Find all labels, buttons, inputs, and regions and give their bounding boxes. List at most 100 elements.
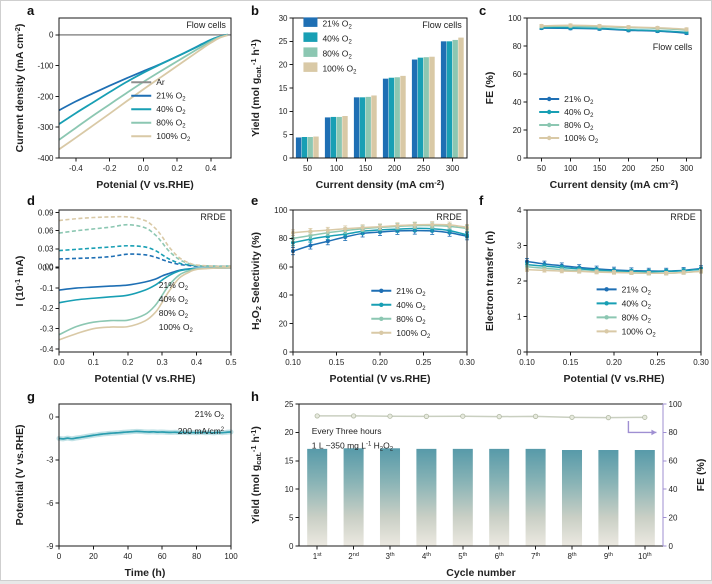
svg-text:100: 100 — [330, 164, 344, 173]
svg-text:50: 50 — [537, 164, 546, 173]
svg-text:15: 15 — [285, 457, 294, 466]
svg-text:40% O2: 40% O2 — [159, 294, 188, 306]
svg-text:FE (%): FE (%) — [484, 72, 496, 105]
svg-text:0: 0 — [289, 542, 294, 551]
svg-text:8th: 8th — [567, 552, 576, 561]
panel-label-b: b — [251, 3, 259, 18]
svg-text:-6: -6 — [46, 499, 54, 508]
panel-a-lsv-chart: -0.4 -0.2 0.0 0.2 0.4 0 -100 -200 -300 -400 Poteni… — [13, 5, 239, 191]
svg-text:15: 15 — [279, 84, 288, 93]
svg-text:21% O2: 21% O2 — [396, 286, 425, 298]
panel-f-electron-transfer-chart: 0.10 0.15 0.20 0.25 0.30 0 1 2 3 4 Potential (V vs… — [483, 197, 709, 385]
svg-text:80% O2: 80% O2 — [159, 308, 188, 320]
svg-text:10th: 10th — [638, 552, 652, 561]
svg-text:-3: -3 — [46, 456, 54, 465]
svg-text:21% O2: 21% O2 — [622, 284, 651, 296]
svg-text:0.4: 0.4 — [205, 164, 217, 173]
panel-label-f: f — [479, 193, 484, 208]
svg-text:0.06: 0.06 — [38, 227, 54, 236]
svg-text:Yield (mol gcat.-1 h-1): Yield (mol gcat.-1 h-1) — [249, 39, 263, 137]
svg-text:20: 20 — [89, 552, 98, 561]
svg-text:0: 0 — [517, 154, 522, 163]
svg-text:21% O2: 21% O2 — [159, 280, 188, 292]
svg-text:Yield (mol gcat.-1 h-1): Yield (mol gcat.-1 h-1) — [249, 426, 263, 524]
svg-text:0.03: 0.03 — [38, 245, 54, 254]
svg-text:0.30: 0.30 — [693, 358, 709, 367]
svg-text:Potential (V vs.RHE): Potential (V vs.RHE) — [95, 373, 196, 385]
svg-text:I (10-1 mA): I (10-1 mA) — [13, 256, 26, 307]
svg-text:80% O2: 80% O2 — [322, 48, 351, 60]
svg-text:100% O2: 100% O2 — [622, 326, 656, 338]
svg-text:Flow cells: Flow cells — [186, 20, 226, 30]
svg-text:-0.4: -0.4 — [40, 345, 54, 354]
svg-text:80: 80 — [192, 552, 201, 561]
svg-text:0.00: 0.00 — [38, 263, 54, 272]
svg-text:Electron transfer (n): Electron transfer (n) — [484, 231, 496, 331]
svg-text:40% O2: 40% O2 — [564, 107, 593, 119]
svg-text:Every Three hours: Every Three hours — [312, 426, 382, 436]
svg-text:FE (%): FE (%) — [695, 459, 707, 492]
svg-text:10: 10 — [279, 107, 288, 116]
svg-text:150: 150 — [593, 164, 607, 173]
svg-text:RRDE: RRDE — [670, 212, 696, 222]
svg-text:60: 60 — [158, 552, 167, 561]
svg-text:Current density (mA cm-2): Current density (mA cm-2) — [316, 178, 445, 191]
svg-text:100: 100 — [224, 552, 238, 561]
svg-text:250: 250 — [651, 164, 665, 173]
svg-text:60: 60 — [279, 263, 288, 272]
svg-text:0.20: 0.20 — [606, 358, 622, 367]
svg-text:0.0: 0.0 — [138, 164, 150, 173]
svg-text:2nd: 2nd — [348, 552, 359, 561]
svg-text:100% O2: 100% O2 — [564, 133, 598, 145]
svg-text:Ar: Ar — [156, 77, 165, 87]
svg-text:H2O2 Selectivity (%): H2O2 Selectivity (%) — [250, 232, 263, 330]
svg-text:40% O2: 40% O2 — [322, 33, 351, 45]
svg-text:0.10: 0.10 — [519, 358, 535, 367]
svg-text:-300: -300 — [37, 123, 54, 132]
svg-text:0.2: 0.2 — [171, 164, 183, 173]
svg-text:6th: 6th — [495, 552, 504, 561]
svg-text:Current density (mA cm-2): Current density (mA cm-2) — [13, 24, 26, 153]
svg-text:-200: -200 — [37, 92, 54, 101]
svg-text:0.15: 0.15 — [329, 358, 345, 367]
svg-text:-400: -400 — [37, 154, 54, 163]
svg-text:0: 0 — [669, 542, 674, 551]
svg-text:0: 0 — [283, 348, 288, 357]
svg-text:60: 60 — [669, 457, 678, 466]
panel-d-rrde-current-chart: 0.0 0.1 0.2 0.3 0.4 0.5 0.09 0.06 0.03 0.00 0.0 -0.… — [13, 197, 239, 385]
svg-text:0.25: 0.25 — [650, 358, 666, 367]
svg-text:3: 3 — [517, 241, 522, 250]
svg-text:300: 300 — [680, 164, 694, 173]
svg-text:60: 60 — [513, 70, 522, 79]
svg-text:40: 40 — [279, 291, 288, 300]
svg-text:0.09: 0.09 — [38, 209, 54, 218]
svg-text:80: 80 — [669, 428, 678, 437]
svg-text:-0.3: -0.3 — [40, 324, 54, 333]
svg-text:300: 300 — [446, 164, 460, 173]
svg-text:30: 30 — [279, 14, 288, 23]
svg-text:-0.2: -0.2 — [40, 304, 54, 313]
svg-text:Cycle number: Cycle number — [446, 567, 515, 579]
svg-text:20: 20 — [669, 513, 678, 522]
svg-text:20: 20 — [279, 319, 288, 328]
svg-text:25: 25 — [279, 37, 288, 46]
panel-b-yield-bar-chart: 50 100 150 200 250 300 0 5 10 15 20 25 30 Current den… — [249, 5, 475, 191]
svg-text:20: 20 — [513, 126, 522, 135]
svg-text:0: 0 — [49, 413, 54, 422]
panel-h-cycling-chart: 1st 2nd 3th 4th 5th 6th 7th 8th 9th 10th 0 5 10 15 20 2… — [249, 391, 709, 579]
panel-c-fe-chart: 50 100 150 200 250 300 0 20 40 60 80 100 Current den… — [483, 5, 709, 191]
svg-text:21% O2: 21% O2 — [156, 91, 185, 103]
panel-e-selectivity-chart: 0.10 0.15 0.20 0.25 0.30 0 20 40 60 80 100 Potentia… — [249, 197, 475, 385]
svg-text:-0.1: -0.1 — [40, 284, 54, 293]
svg-text:0.25: 0.25 — [416, 358, 432, 367]
svg-text:Flow cells: Flow cells — [422, 20, 462, 30]
svg-text:7th: 7th — [531, 552, 540, 561]
svg-text:2: 2 — [517, 277, 522, 286]
panel-g-stability-chart: 0 20 40 60 80 100 0 -3 -6 -9 Time (h) Potential (V … — [13, 391, 239, 579]
svg-text:200 mA/cm2: 200 mA/cm2 — [178, 426, 224, 436]
svg-text:1 L ~350 mg L-1 H2O2: 1 L ~350 mg L-1 H2O2 — [312, 441, 393, 453]
svg-text:Potential (V vs.RHE): Potential (V vs.RHE) — [14, 425, 26, 526]
svg-text:0.15: 0.15 — [563, 358, 579, 367]
svg-text:200: 200 — [388, 164, 402, 173]
